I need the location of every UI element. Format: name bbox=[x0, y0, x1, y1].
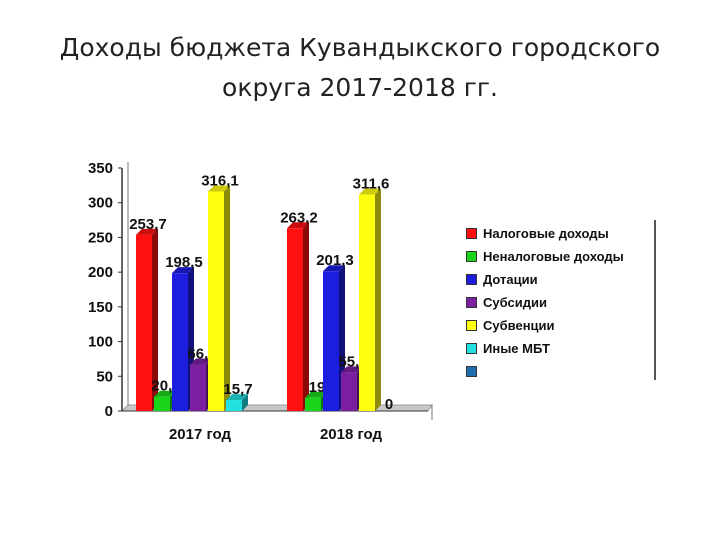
bar bbox=[305, 397, 321, 411]
bar-value-label: 316,1 bbox=[201, 173, 239, 190]
bar-side bbox=[242, 394, 248, 411]
bar-top bbox=[154, 390, 176, 397]
legend-item-subsidii: Субсидии bbox=[466, 293, 547, 311]
y-tick-label: 250 bbox=[88, 229, 113, 246]
bar-value-label: 311,6 bbox=[353, 176, 390, 193]
bar-value-label: 201,3 bbox=[316, 252, 354, 269]
bar bbox=[323, 271, 339, 411]
bar-top bbox=[172, 267, 194, 274]
legend-swatch bbox=[466, 296, 477, 308]
bar bbox=[341, 372, 357, 411]
legend-item-nenalogovye: Неналоговые доходы bbox=[466, 247, 624, 265]
legend-label: Субвенции bbox=[483, 317, 555, 333]
legend-item-unlabeled bbox=[466, 362, 483, 380]
legend-swatch bbox=[466, 342, 477, 354]
bar-top bbox=[323, 265, 345, 272]
legend-label: Дотации bbox=[483, 271, 538, 287]
legend-item-dotacii: Дотации bbox=[466, 270, 538, 288]
bar-side bbox=[375, 188, 381, 411]
bar-value-label: 19 bbox=[309, 379, 326, 396]
bar-value-label: 253,7 bbox=[129, 216, 167, 233]
legend-swatch bbox=[466, 319, 477, 331]
legend-swatch bbox=[466, 273, 477, 285]
bar bbox=[226, 400, 242, 411]
legend-label: Неналоговые доходы bbox=[483, 248, 624, 264]
legend-swatch bbox=[466, 250, 477, 262]
bar-side bbox=[303, 222, 309, 411]
x-category-label: 2017 год bbox=[169, 426, 232, 443]
legend-label: Налоговые доходы bbox=[483, 225, 609, 241]
bar-top bbox=[190, 358, 212, 365]
legend-label: Субсидии bbox=[483, 294, 547, 310]
y-tick-label: 350 bbox=[88, 160, 113, 177]
bar bbox=[154, 396, 170, 411]
bar-value-label: 263,2 bbox=[280, 209, 318, 226]
chart-legend: Налоговые доходы Неналоговые доходы Дота… bbox=[458, 220, 656, 380]
bar-top bbox=[208, 185, 230, 192]
legend-item-inye-mbt: Иные МБТ bbox=[466, 339, 550, 357]
legend-item-nalogovye: Налоговые доходы bbox=[466, 224, 609, 242]
legend-swatch bbox=[466, 227, 477, 239]
bar-top bbox=[136, 228, 158, 235]
bar-top bbox=[287, 222, 309, 229]
bar-value-label: 15,7 bbox=[223, 381, 252, 398]
y-tick-label: 100 bbox=[88, 334, 113, 351]
y-tick-label: 200 bbox=[88, 264, 113, 281]
y-tick-label: 0 bbox=[105, 403, 113, 420]
bar bbox=[190, 364, 206, 411]
legend-item-subvencii: Субвенции bbox=[466, 316, 555, 334]
bar-top bbox=[341, 366, 363, 373]
bar-top bbox=[305, 391, 327, 398]
legend-label: Иные МБТ bbox=[483, 340, 550, 356]
y-tick-label: 150 bbox=[88, 299, 113, 316]
legend-swatch bbox=[466, 365, 477, 377]
bar bbox=[359, 194, 375, 411]
bar-side bbox=[152, 228, 158, 411]
bar-top bbox=[359, 188, 381, 195]
slide-title-line-2: округа 2017-2018 гг. bbox=[222, 73, 498, 102]
slide-title-line-1: Доходы бюджета Кувандыкского городского bbox=[59, 33, 661, 62]
bar bbox=[287, 228, 303, 411]
bar-value-label: 0 bbox=[385, 396, 393, 413]
slide-title: Доходы бюджета Кувандыкского городского … bbox=[40, 28, 680, 108]
y-tick-label: 300 bbox=[88, 195, 113, 212]
bar bbox=[208, 191, 224, 411]
y-tick-label: 50 bbox=[96, 368, 113, 385]
x-category-label: 2018 год bbox=[320, 426, 383, 443]
bar bbox=[172, 273, 188, 411]
bar-side bbox=[224, 185, 230, 411]
bar-value-label: 198,5 bbox=[165, 254, 203, 271]
bar bbox=[136, 234, 152, 411]
bar-top bbox=[226, 394, 248, 401]
